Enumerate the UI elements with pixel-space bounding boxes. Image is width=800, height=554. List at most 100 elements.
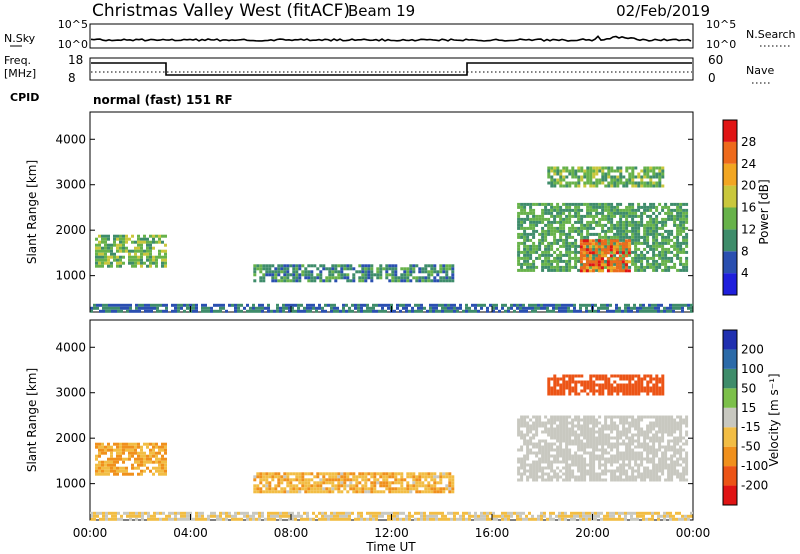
power-cell — [274, 270, 278, 274]
velocity-cell — [134, 457, 137, 461]
velocity-cell — [372, 517, 375, 521]
date-label: 02/Feb/2019 — [616, 2, 710, 20]
power-cell — [280, 279, 284, 283]
velocity-cell — [616, 478, 620, 482]
velocity-cell — [612, 511, 615, 515]
power-cell — [375, 303, 378, 307]
velocity-cell — [583, 427, 587, 431]
velocity-cell — [140, 451, 143, 455]
power-cell — [520, 202, 524, 206]
velocity-cell — [135, 517, 138, 521]
velocity-cell — [559, 460, 563, 464]
velocity-cell — [538, 424, 542, 428]
velocity-cell — [679, 448, 683, 452]
power-cell — [150, 306, 153, 310]
velocity-cell — [321, 514, 324, 518]
power-cell — [663, 306, 666, 310]
power-cell — [312, 306, 315, 310]
velocity-cell — [540, 517, 543, 521]
velocity-cell — [682, 478, 686, 482]
power-cell — [280, 270, 284, 274]
velocity-cell — [553, 383, 557, 387]
power-cell — [146, 243, 149, 247]
power-cell — [637, 256, 641, 260]
power-cell — [117, 309, 120, 313]
velocity-cell — [655, 374, 659, 378]
velocity-cell — [93, 514, 96, 518]
velocity-cell — [685, 460, 689, 464]
velocity-cell — [316, 472, 320, 476]
power-cell — [607, 172, 611, 176]
velocity-cell — [664, 457, 668, 461]
power-cell — [429, 309, 432, 313]
power-cell — [607, 166, 611, 170]
velocity-cell — [655, 380, 659, 384]
velocity-cell — [210, 511, 213, 515]
power-cell — [445, 267, 449, 271]
velocity-cell — [574, 424, 578, 428]
power-cell — [418, 276, 422, 280]
power-cell — [192, 306, 195, 310]
velocity-cell — [483, 511, 486, 515]
velocity-cell — [655, 415, 659, 419]
velocity-cell — [631, 457, 635, 461]
velocity-cell — [630, 514, 633, 518]
power-cell — [141, 303, 144, 307]
velocity-cell — [658, 421, 662, 425]
power-cell — [616, 220, 620, 224]
power-cell — [631, 211, 635, 215]
velocity-cell — [529, 424, 533, 428]
velocity-cell — [373, 475, 377, 479]
velocity-cell — [328, 475, 332, 479]
velocity-cell — [607, 436, 611, 440]
velocity-cell — [583, 448, 587, 452]
power-cell — [562, 220, 566, 224]
power-cell — [616, 208, 620, 212]
power-cell — [520, 265, 524, 269]
velocity-cell — [477, 517, 480, 521]
velocity-cell — [122, 460, 125, 464]
velocity-cell — [265, 487, 269, 491]
power-cell — [523, 226, 527, 230]
power-cell — [409, 267, 413, 271]
velocity-cell — [619, 475, 623, 479]
velocity-cell — [679, 472, 683, 476]
power-cell — [628, 175, 632, 179]
power-cell — [541, 229, 545, 233]
power-cell — [547, 223, 551, 227]
velocity-cell — [622, 374, 626, 378]
power-cell — [210, 306, 213, 310]
power-cell — [526, 253, 530, 257]
velocity-cell — [634, 463, 638, 467]
velocity-cell — [616, 386, 620, 390]
velocity-cell — [448, 472, 452, 476]
power-cell — [658, 178, 662, 182]
velocity-cell — [577, 433, 581, 437]
velocity-cell — [652, 389, 656, 393]
power-cell — [582, 257, 586, 261]
velocity-cell — [180, 517, 183, 521]
velocity-cell — [570, 514, 573, 518]
velocity-cell — [125, 472, 128, 476]
velocity-cell — [619, 377, 623, 381]
power-cell — [259, 276, 263, 280]
power-cell — [441, 309, 444, 313]
power-cell — [630, 309, 633, 313]
power-cell — [615, 251, 619, 255]
power-cell — [137, 243, 140, 247]
power-cell — [261, 306, 264, 310]
velocity-cell — [363, 517, 366, 521]
velocity-cell — [131, 442, 134, 446]
power-cell — [262, 273, 266, 277]
velocity-cell — [640, 433, 644, 437]
velocity-cell — [664, 424, 668, 428]
velocity-cell — [628, 451, 632, 455]
power-cell — [651, 303, 654, 307]
power-cell — [595, 211, 599, 215]
velocity-cell — [152, 466, 155, 470]
power-cell — [595, 184, 599, 188]
velocity-cell — [666, 514, 669, 518]
power-cell — [544, 211, 548, 215]
velocity-cell — [370, 484, 374, 488]
velocity-cell — [396, 514, 399, 518]
